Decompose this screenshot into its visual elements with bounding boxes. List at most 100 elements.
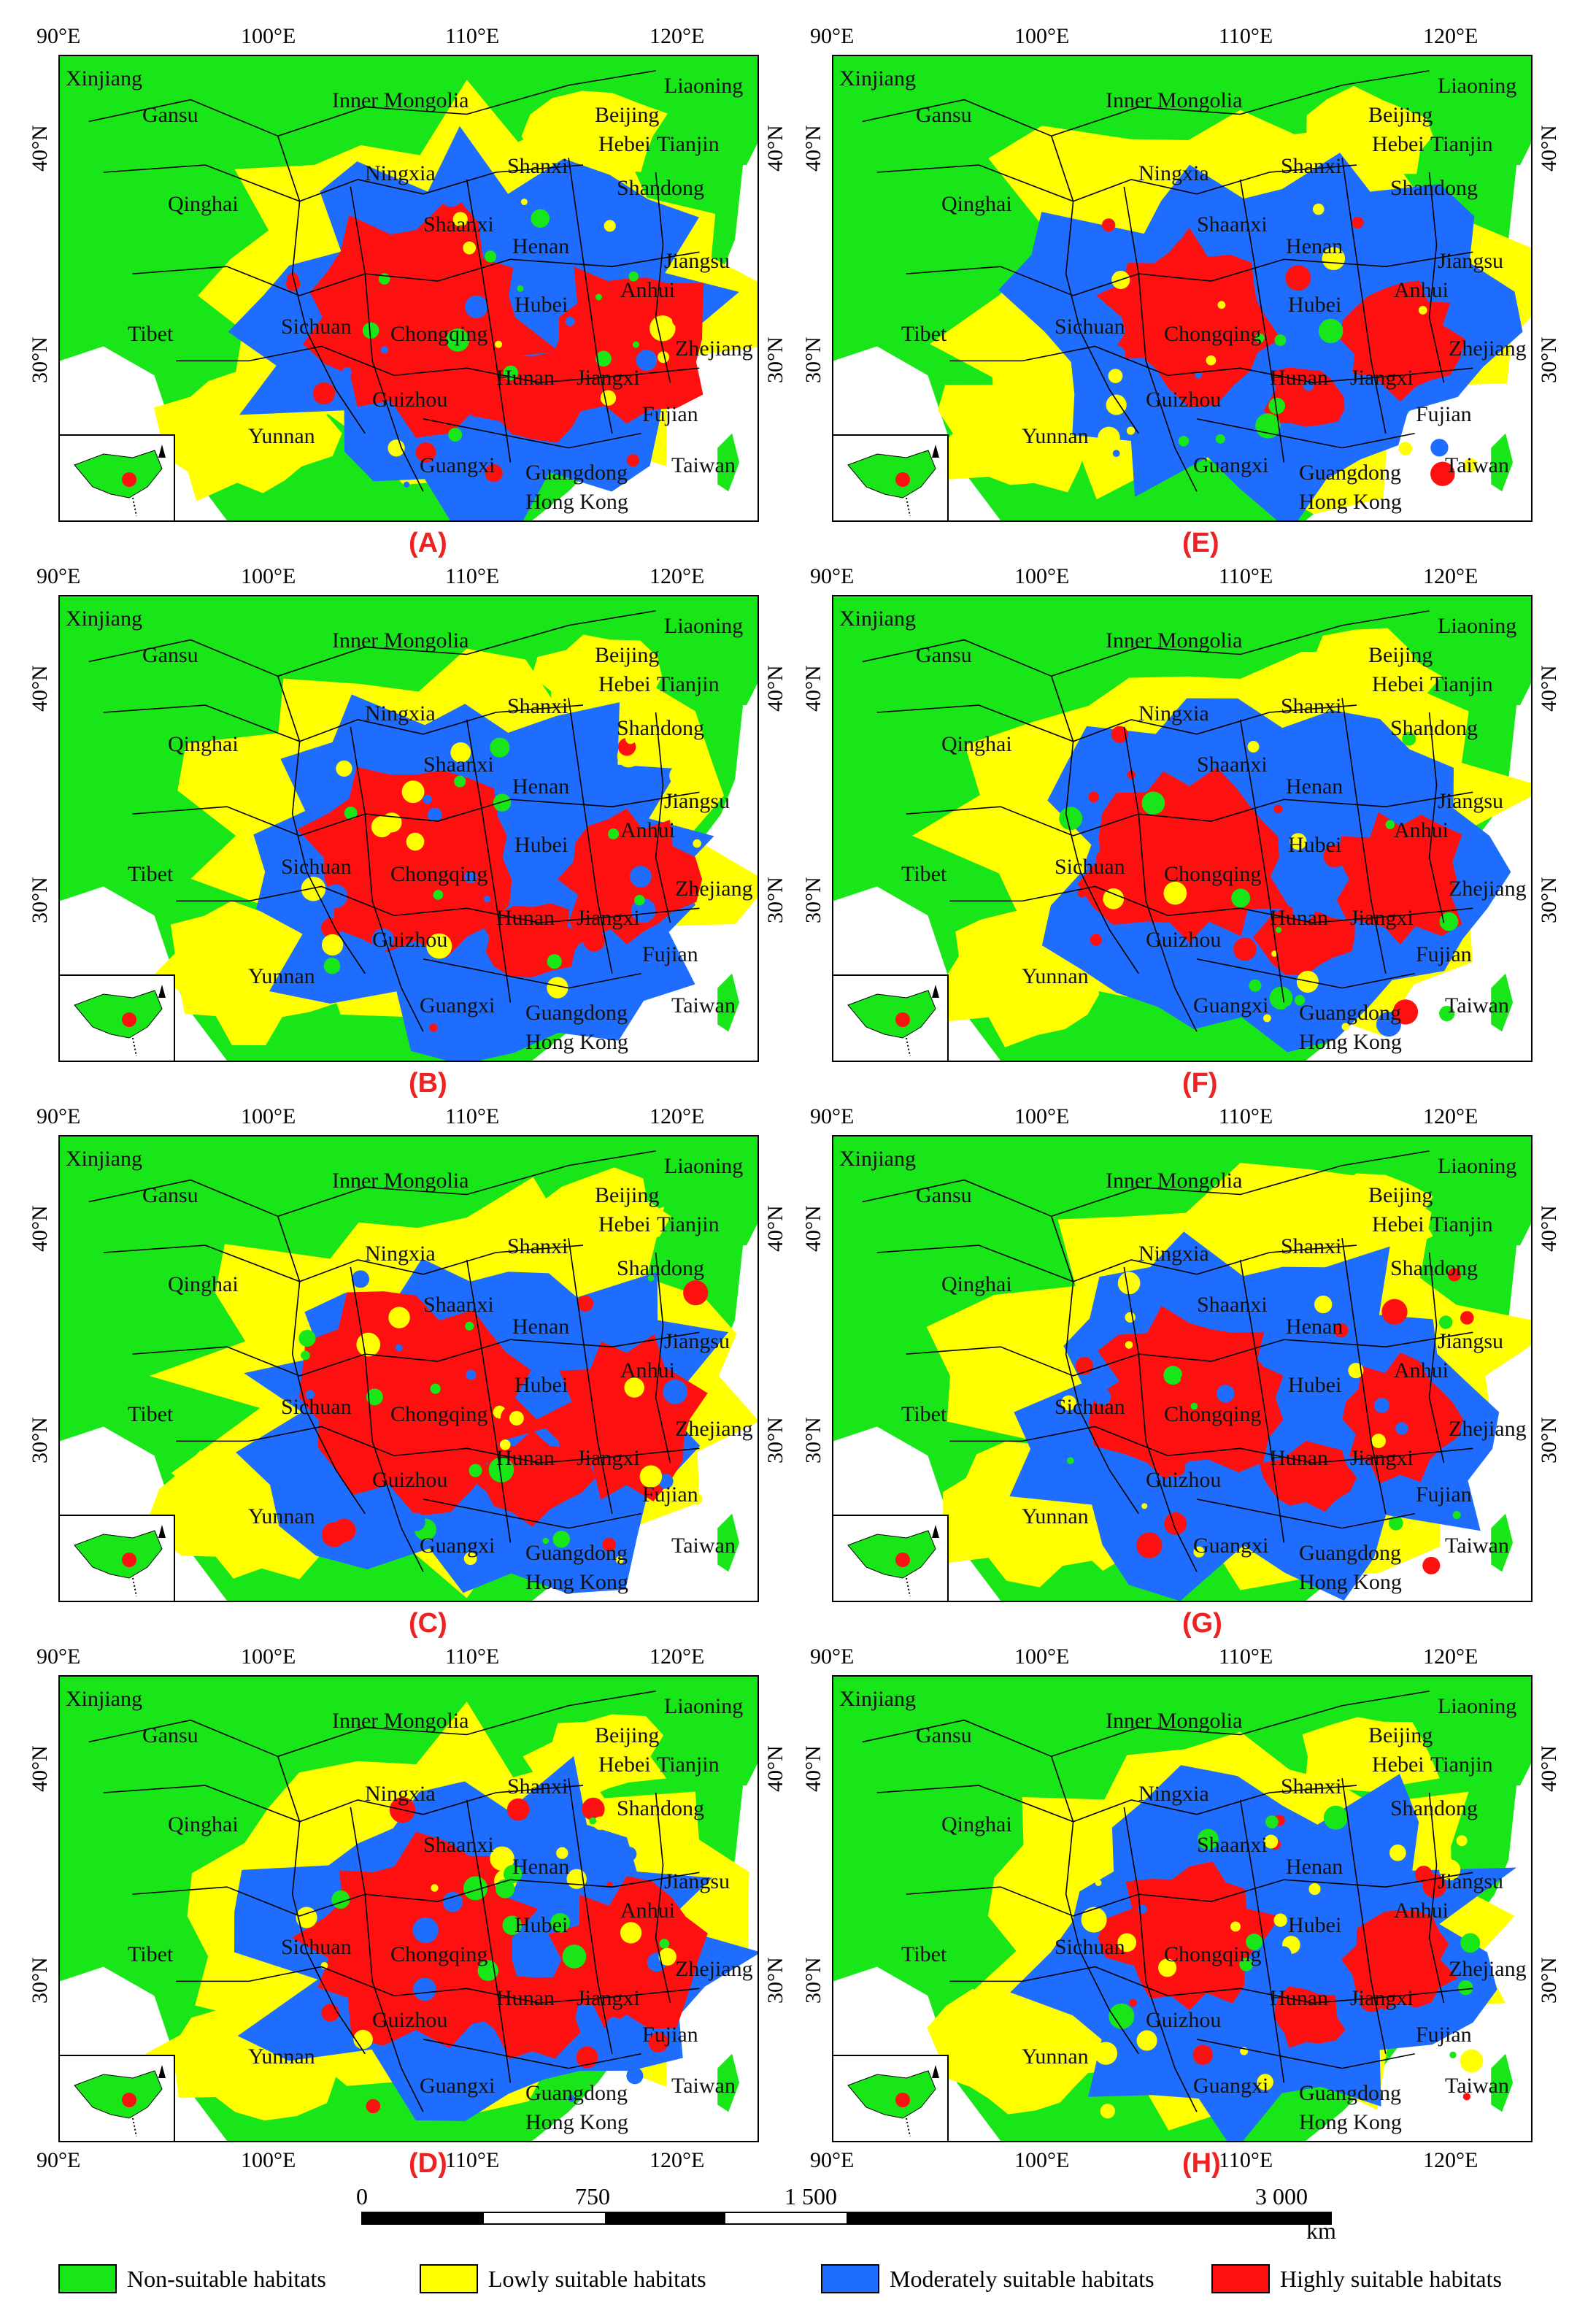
province-label: Henan xyxy=(512,774,570,799)
province-boundaries xyxy=(88,1150,700,1572)
habitat-speckle xyxy=(1403,2012,1422,2029)
province-label: Anhui xyxy=(620,1899,675,1923)
province-label: Shandong xyxy=(617,1256,704,1280)
zone-highly-suitable-east xyxy=(1342,1352,1464,1484)
habitat-speckle xyxy=(606,2017,621,2031)
x-tick-label-bottom: 110°E xyxy=(445,2148,500,2172)
habitat-speckle xyxy=(433,890,444,900)
province-label: Chongqing xyxy=(1164,862,1262,886)
habitat-map xyxy=(58,595,759,1062)
sea-region xyxy=(1342,1785,1531,2141)
habitat-speckle xyxy=(431,1884,439,1892)
province-label: Chongqing xyxy=(390,1402,488,1426)
province-label: Yunnan xyxy=(248,964,315,988)
province-label: Gansu xyxy=(916,103,972,127)
zone-highly-suitable-west xyxy=(1098,1861,1281,2010)
habitat-speckle xyxy=(1264,1834,1279,1849)
habitat-speckle xyxy=(1136,2030,1157,2051)
province-label: Liaoning xyxy=(1438,1154,1517,1178)
province-label: Ningxia xyxy=(365,1242,436,1266)
province-label: Anhui xyxy=(620,1358,675,1382)
habitat-speckle xyxy=(351,1270,370,1288)
habitat-speckle xyxy=(1090,934,1103,946)
habitat-speckle xyxy=(1094,1388,1111,1406)
habitat-speckle xyxy=(1169,193,1179,204)
habitat-speckle xyxy=(669,765,691,787)
habitat-speckle xyxy=(497,1423,504,1430)
province-boundaries xyxy=(862,1690,1473,2112)
habitat-speckle xyxy=(413,1977,436,2001)
habitat-speckle xyxy=(465,295,488,318)
y-tick-label-left: 30°N xyxy=(28,1957,52,2004)
province-label: Xinjiang xyxy=(66,1147,142,1171)
habitat-speckle xyxy=(1257,2074,1273,2090)
habitat-speckle xyxy=(485,464,503,482)
province-label: Hubei xyxy=(514,833,568,857)
x-tick-label: 120°E xyxy=(649,564,705,588)
habitat-speckle xyxy=(1249,979,1262,992)
x-tick-label: 90°E xyxy=(36,564,81,588)
habitat-speckle xyxy=(527,280,548,301)
habitat-speckle xyxy=(493,793,512,812)
habitat-speckle xyxy=(1268,1506,1290,1528)
taiwan-island xyxy=(1491,433,1514,492)
habitat-speckle xyxy=(658,1947,676,1966)
habitat-speckle xyxy=(1271,463,1294,485)
province-label: Hebei xyxy=(1372,1753,1425,1777)
habitat-speckle xyxy=(1330,748,1349,767)
habitat-speckle xyxy=(301,877,326,901)
habitat-speckle xyxy=(1285,265,1311,291)
province-label: Gansu xyxy=(916,1183,972,1207)
habitat-speckle xyxy=(1112,450,1120,458)
habitat-speckle xyxy=(1305,785,1316,797)
province-label: Ningxia xyxy=(1138,1782,1209,1806)
habitat-speckle xyxy=(448,428,463,442)
habitat-speckle xyxy=(395,1344,403,1352)
province-label: Guangxi xyxy=(420,993,496,1018)
habitat-speckle xyxy=(632,341,639,348)
habitat-speckle xyxy=(1117,1272,1141,1295)
province-label: Shaanxi xyxy=(423,753,494,777)
habitat-speckle xyxy=(1059,807,1083,831)
x-tick-label-bottom: 90°E xyxy=(36,2148,81,2172)
taiwan-island xyxy=(1491,2053,1514,2112)
habitat-speckle xyxy=(1460,1311,1474,1325)
y-tick-label-left: 30°N xyxy=(801,1417,825,1463)
province-label: Xinjiang xyxy=(839,607,916,631)
sea-region xyxy=(568,165,757,520)
province-label: Guizhou xyxy=(372,928,448,952)
province-label: Inner Mongolia xyxy=(1106,1169,1243,1193)
habitat-speckle xyxy=(1190,1402,1198,1410)
habitat-speckle xyxy=(323,884,348,908)
habitat-speckle xyxy=(1119,1476,1140,1497)
habitat-speckle xyxy=(1268,397,1286,415)
province-label: Shandong xyxy=(617,176,704,200)
province-label: Hong Kong xyxy=(1299,1030,1402,1054)
province-label: Qinghai xyxy=(941,192,1012,216)
province-label: Guangdong xyxy=(525,1541,628,1565)
province-label: Guangxi xyxy=(1193,1534,1269,1558)
province-label: Jiangsu xyxy=(664,1329,730,1353)
province-label: Guangxi xyxy=(420,453,496,477)
province-label: Guangxi xyxy=(1193,993,1269,1018)
habitat-speckle xyxy=(347,326,360,338)
legend-swatch xyxy=(58,2264,117,2293)
habitat-speckle xyxy=(622,1847,637,1861)
province-label: Chongqing xyxy=(390,862,488,886)
taiwan-island xyxy=(717,2053,740,2112)
province-label: Shanxi xyxy=(507,154,568,178)
province-label: Beijing xyxy=(1368,1183,1433,1207)
sea-region xyxy=(1342,1245,1531,1601)
taiwan-island xyxy=(717,1513,740,1572)
province-label: Liaoning xyxy=(1438,614,1517,638)
province-label: Hunan xyxy=(496,1986,555,2010)
habitat-speckle xyxy=(430,1383,441,1394)
habitat-speckle xyxy=(1217,301,1226,309)
habitat-speckle xyxy=(1117,1933,1137,1953)
province-label: Qinghai xyxy=(168,1272,239,1296)
zone-highly-suitable-west xyxy=(1096,228,1281,408)
y-tick-label-left: 30°N xyxy=(28,1417,52,1463)
province-label: Guangxi xyxy=(420,1534,496,1558)
legend-label: Highly suitable habitats xyxy=(1280,2265,1502,2292)
habitat-speckle xyxy=(1395,1422,1408,1435)
